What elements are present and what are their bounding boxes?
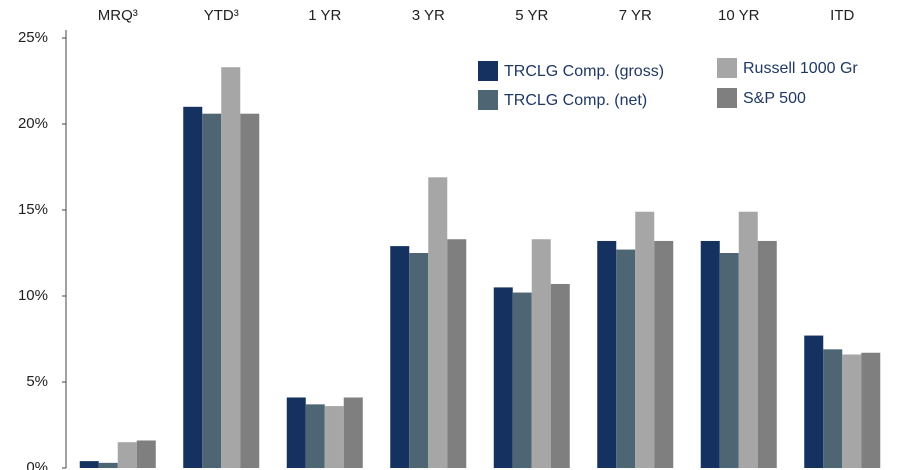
legend-swatch: [717, 58, 737, 78]
y-tick-label: 25%: [18, 29, 48, 46]
bar: [700, 240, 720, 468]
legend-label: Russell 1000 Gr: [743, 60, 858, 77]
y-tick-label: 10%: [18, 287, 48, 304]
x-tick-label: 3 YR: [412, 7, 445, 24]
bar: [183, 106, 203, 469]
bar: [550, 283, 570, 468]
x-tick-label: 5 YR: [515, 7, 548, 24]
bar: [804, 335, 824, 468]
bar: [597, 240, 617, 468]
x-tick-label: ITD: [830, 7, 854, 24]
bar: [286, 397, 306, 468]
bar: [719, 253, 739, 468]
bar: [757, 240, 777, 468]
x-tick-label: 7 YR: [619, 7, 652, 24]
bar: [409, 253, 429, 468]
x-tick-label: MRQ³: [98, 7, 138, 24]
y-tick-label: 20%: [18, 115, 48, 132]
legend-swatch: [717, 88, 737, 108]
legend-swatch: [478, 61, 498, 81]
bar: [240, 113, 260, 469]
legend-label: TRCLG Comp. (gross): [504, 63, 664, 80]
bar: [842, 354, 862, 468]
bar: [823, 349, 843, 468]
bar: [493, 287, 513, 468]
bar: [136, 440, 156, 468]
bar: [98, 462, 118, 468]
bar: [390, 246, 410, 468]
bar: [531, 239, 551, 468]
bar: [428, 177, 448, 468]
x-tick-label: YTD³: [204, 7, 239, 24]
bar: [616, 249, 636, 468]
bar: [117, 442, 137, 468]
y-tick-label: 0%: [26, 459, 48, 470]
legend-label: S&P 500: [743, 90, 806, 107]
bar: [79, 461, 99, 468]
bar: [654, 240, 674, 468]
bar: [512, 292, 532, 468]
x-tick-label: 10 YR: [718, 7, 760, 24]
bar: [305, 404, 325, 468]
bar: [324, 406, 344, 468]
bar: [221, 67, 241, 469]
bar: [738, 211, 758, 468]
bar: [635, 211, 655, 468]
bar: [343, 397, 363, 468]
x-tick-label: 1 YR: [308, 7, 341, 24]
y-tick-label: 5%: [26, 373, 48, 390]
bar: [447, 239, 467, 468]
y-tick-label: 15%: [18, 201, 48, 218]
bar: [202, 113, 222, 469]
legend-swatch: [478, 90, 498, 110]
bar: [861, 352, 881, 468]
legend-label: TRCLG Comp. (net): [504, 92, 647, 109]
